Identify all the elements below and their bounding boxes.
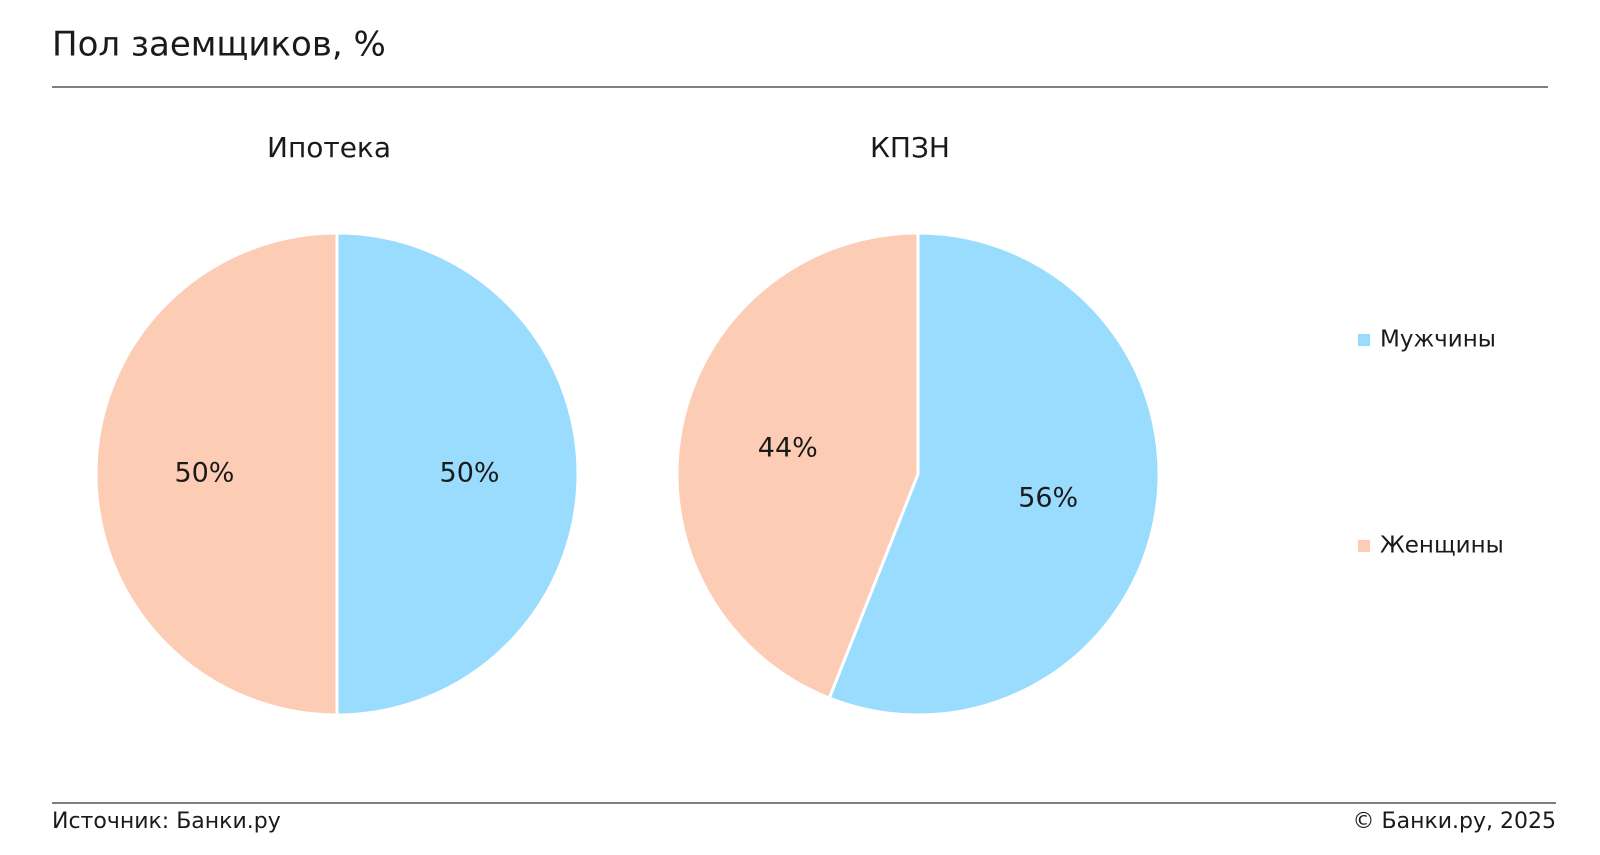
page-title: Пол заемщиков, % [52, 25, 386, 65]
pie-title: КПЗН [870, 131, 950, 164]
pie-slice [675, 231, 920, 701]
pie-slice [94, 231, 339, 717]
pie-title: Ипотека [267, 131, 391, 164]
legend-swatch [1358, 334, 1370, 346]
pie-slice [335, 231, 580, 717]
value-label: 50% [174, 458, 234, 489]
legend-swatch [1358, 540, 1370, 552]
value-label: 50% [440, 458, 500, 489]
value-label: 56% [1018, 482, 1078, 513]
copyright: © Банки.ру, 2025 [1353, 809, 1557, 834]
value-label: 44% [758, 433, 818, 464]
legend-label: Женщины [1380, 533, 1504, 559]
source: Источник: Банки.ру [52, 809, 281, 834]
legend-label: Мужчины [1380, 327, 1496, 353]
pie-slice [827, 231, 1161, 717]
